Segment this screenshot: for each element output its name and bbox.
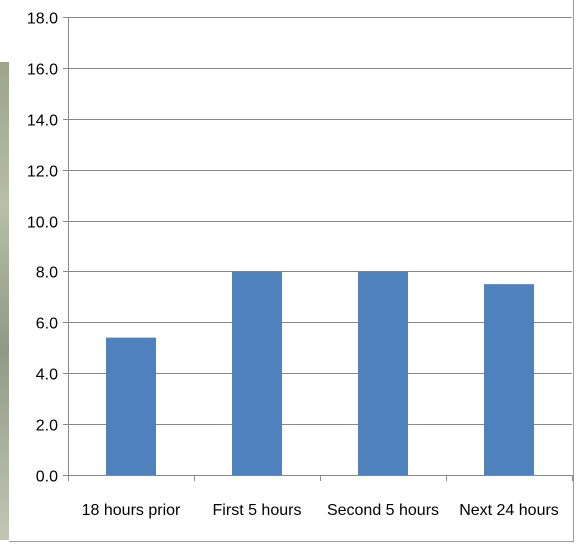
background-photo-strip <box>0 62 9 540</box>
chart-border <box>9 0 574 542</box>
y-tick-label: 0.0 <box>36 469 58 486</box>
bars <box>106 271 534 475</box>
axes <box>63 17 573 481</box>
bar <box>232 271 282 475</box>
y-tick-label: 18.0 <box>27 11 58 28</box>
x-category-label: Second 5 hours <box>327 502 439 519</box>
x-category-label: First 5 hours <box>213 502 302 519</box>
y-tick-label: 14.0 <box>27 113 58 130</box>
y-tick-label: 10.0 <box>27 215 58 232</box>
bar <box>484 284 534 475</box>
y-tick-label: 4.0 <box>36 367 58 384</box>
x-category-label: Next 24 hours <box>459 502 559 519</box>
y-tick-label: 8.0 <box>36 265 58 282</box>
bar <box>106 337 156 475</box>
x-tick-labels: 18 hours prior First 5 hours Second 5 hour… <box>82 502 559 519</box>
y-tick-label: 2.0 <box>36 418 58 435</box>
y-tick-label: 12.0 <box>27 164 58 181</box>
y-tick-labels: 0.0 2.0 4.0 6.0 8.0 10.0 12.0 14.0 16.0 18.0 <box>27 11 58 486</box>
bar <box>358 271 408 475</box>
y-tick-label: 16.0 <box>27 62 58 79</box>
x-category-label: 18 hours prior <box>82 502 181 519</box>
y-tick-label: 6.0 <box>36 316 58 333</box>
